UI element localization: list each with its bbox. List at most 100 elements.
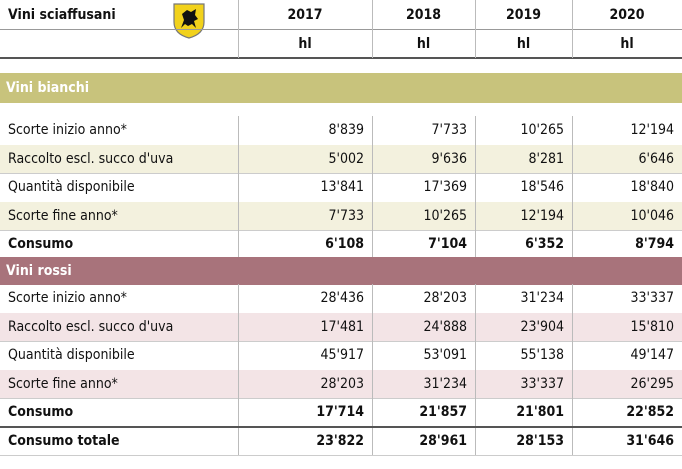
- column-rule: [475, 0, 476, 58]
- unit-header: hl: [298, 35, 312, 52]
- total-rule: [0, 425, 682, 428]
- value-cell: 6'352: [525, 236, 564, 253]
- column-rule: [475, 284, 476, 313]
- row-label: Scorte fine anno*: [8, 207, 118, 224]
- column-rule: [572, 426, 573, 455]
- row-label: Scorte fine anno*: [8, 375, 118, 392]
- column-rule: [238, 201, 239, 230]
- row-rule: [0, 398, 682, 399]
- value-cell: 22'852: [626, 404, 674, 421]
- value-cell: 23'822: [316, 432, 364, 449]
- column-rule: [372, 116, 373, 145]
- column-rule: [572, 341, 573, 370]
- value-cell: 5'002: [328, 150, 364, 167]
- column-rule: [372, 369, 373, 398]
- value-cell: 31'234: [423, 375, 467, 392]
- value-cell: 13'841: [320, 179, 364, 196]
- column-rule: [238, 173, 239, 202]
- value-cell: 26'295: [630, 375, 674, 392]
- value-cell: 18'546: [520, 179, 564, 196]
- value-cell: 28'436: [320, 290, 364, 307]
- value-cell: 12'194: [520, 207, 564, 224]
- column-rule: [238, 369, 239, 398]
- column-rule: [572, 201, 573, 230]
- column-rule: [475, 173, 476, 202]
- value-cell: 8'281: [528, 150, 564, 167]
- row-stripe: [0, 369, 682, 398]
- value-cell: 33'337: [520, 375, 564, 392]
- column-rule: [372, 0, 373, 58]
- column-rule: [238, 284, 239, 313]
- column-rule: [475, 144, 476, 173]
- value-cell: 28'153: [516, 432, 564, 449]
- row-label: Consumo totale: [8, 432, 120, 449]
- row-label: Scorte inizio anno*: [8, 122, 127, 139]
- unit-header: hl: [516, 35, 531, 52]
- value-cell: 18'840: [630, 179, 674, 196]
- row-label: Quantità disponibile: [8, 347, 135, 364]
- column-rule: [372, 144, 373, 173]
- value-cell: 7'733: [431, 122, 467, 139]
- column-rule: [238, 144, 239, 173]
- section-band: Vini rossi: [0, 257, 682, 285]
- column-rule: [372, 312, 373, 341]
- row-stripe: [0, 144, 682, 173]
- column-rule: [572, 369, 573, 398]
- row-label: Quantità disponibile: [8, 179, 135, 196]
- column-rule: [475, 398, 476, 427]
- value-cell: 24'888: [423, 318, 467, 335]
- value-cell: 7'104: [428, 236, 467, 253]
- row-rule: [0, 173, 682, 174]
- value-cell: 23'904: [520, 318, 564, 335]
- row-label: Raccolto escl. succo d'uva: [8, 318, 174, 335]
- value-cell: 17'369: [423, 179, 467, 196]
- row-stripe: [0, 312, 682, 341]
- value-cell: 31'234: [520, 290, 564, 307]
- column-rule: [238, 230, 239, 259]
- value-cell: 7'733: [328, 207, 364, 224]
- column-rule: [372, 341, 373, 370]
- row-label: Scorte inizio anno*: [8, 290, 127, 307]
- value-cell: 55'138: [520, 347, 564, 364]
- value-cell: 12'194: [630, 122, 674, 139]
- column-rule: [475, 230, 476, 259]
- value-cell: 53'091: [423, 347, 467, 364]
- row-rule: [0, 230, 682, 231]
- unit-header: hl: [620, 35, 634, 52]
- column-rule: [372, 201, 373, 230]
- column-rule: [372, 230, 373, 259]
- row-label: Consumo: [8, 404, 74, 421]
- row-rule: [0, 341, 682, 342]
- value-cell: 15'810: [630, 318, 674, 335]
- unit-header: hl: [416, 35, 431, 52]
- header-rule: [0, 57, 682, 59]
- column-rule: [475, 341, 476, 370]
- header-rule: [0, 29, 682, 30]
- header-title: Vini sciaffusani: [8, 6, 116, 23]
- column-rule: [475, 312, 476, 341]
- column-rule: [572, 312, 573, 341]
- year-header: 2018: [405, 6, 442, 23]
- value-cell: 10'265: [520, 122, 564, 139]
- value-cell: 33'337: [630, 290, 674, 307]
- column-rule: [572, 144, 573, 173]
- column-rule: [238, 341, 239, 370]
- value-cell: 9'636: [431, 150, 467, 167]
- column-rule: [238, 398, 239, 427]
- value-cell: 6'646: [638, 150, 674, 167]
- value-cell: 31'646: [626, 432, 674, 449]
- column-rule: [372, 173, 373, 202]
- row-stripe: [0, 201, 682, 230]
- column-rule: [572, 398, 573, 427]
- column-rule: [475, 116, 476, 145]
- value-cell: 21'801: [516, 404, 564, 421]
- value-cell: 8'794: [635, 236, 674, 253]
- row-label: Raccolto escl. succo d'uva: [8, 150, 174, 167]
- value-cell: 10'265: [423, 207, 467, 224]
- column-rule: [238, 116, 239, 145]
- column-rule: [372, 426, 373, 455]
- value-cell: 17'714: [316, 404, 364, 421]
- column-rule: [372, 284, 373, 313]
- column-rule: [372, 398, 373, 427]
